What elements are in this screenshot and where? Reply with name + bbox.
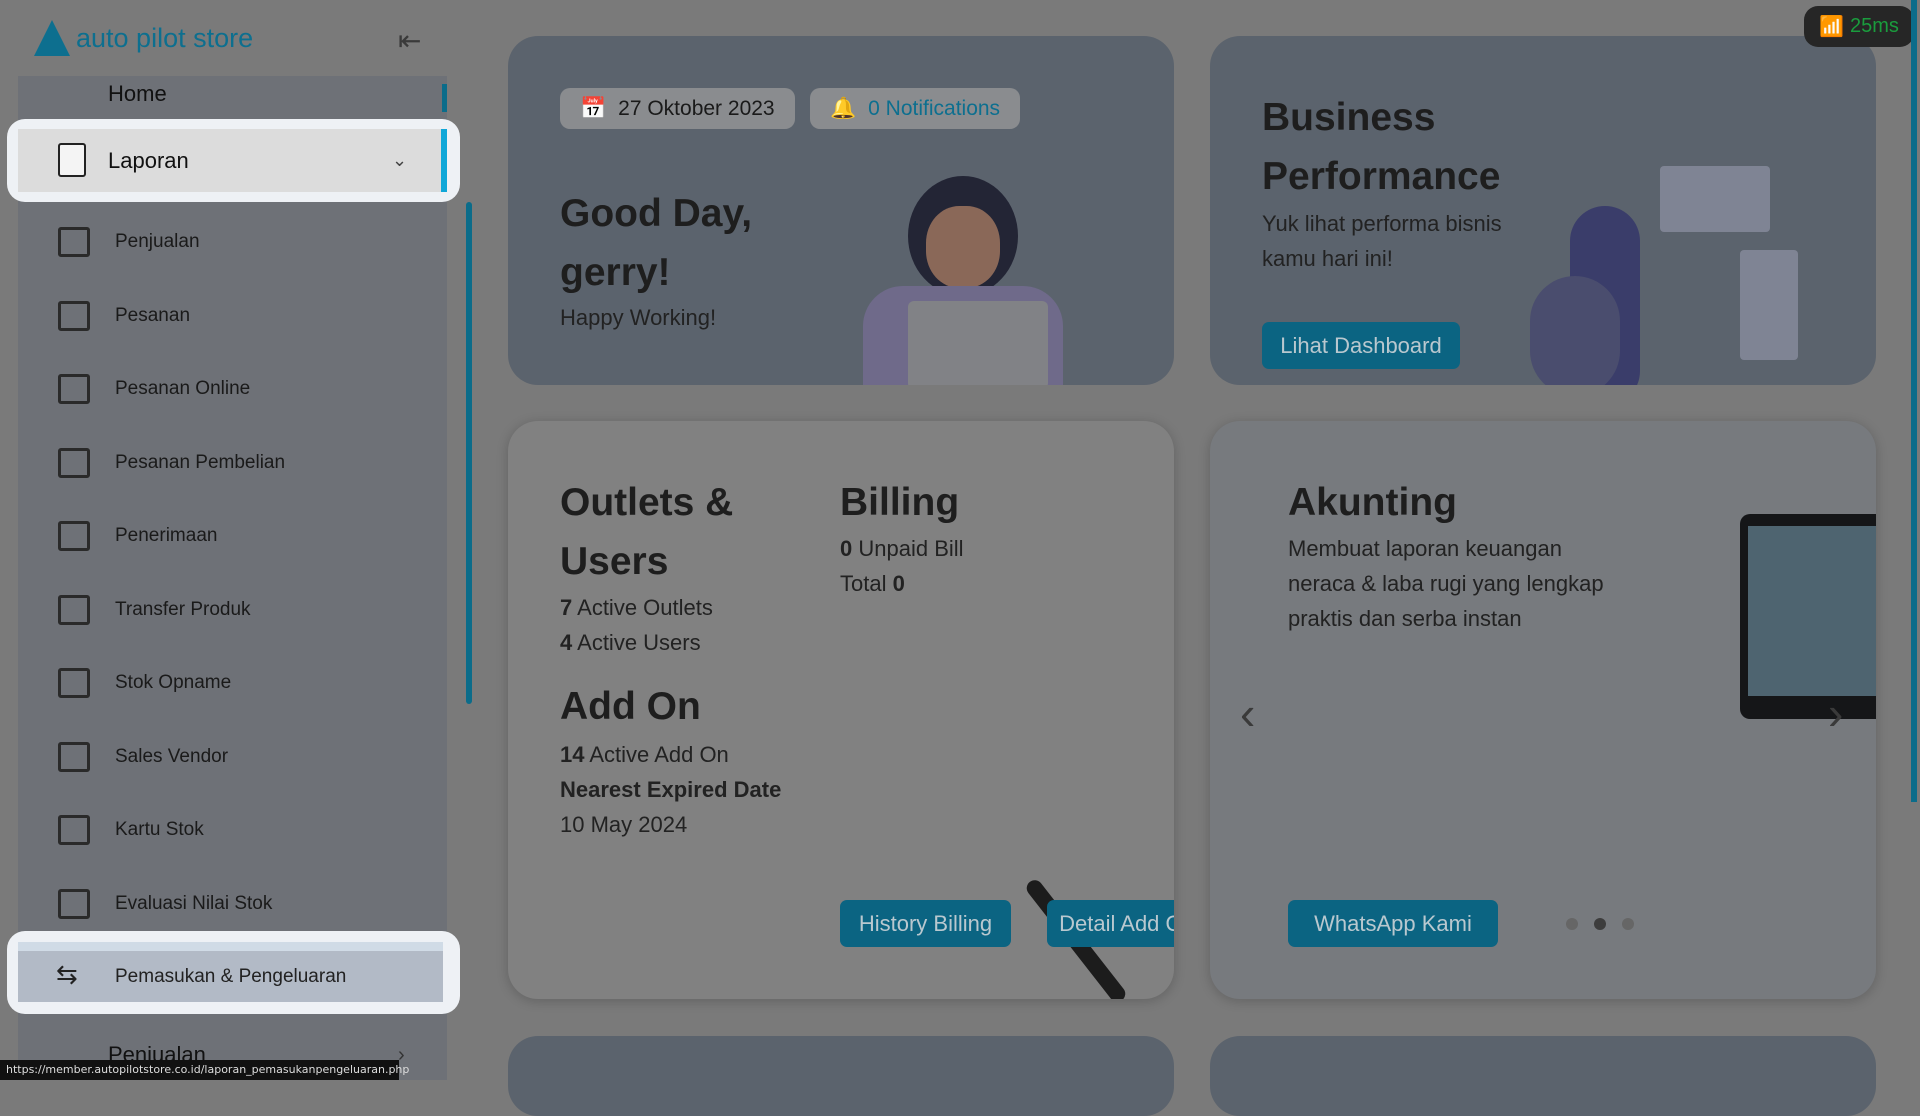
chevron-right-icon: ›: [398, 1043, 405, 1066]
sidebar-item-pemasukan-pengeluaran[interactable]: ⇆ Pemasukan & Pengeluaran: [18, 942, 443, 1002]
sidebar-item-label: Pemasukan & Pengeluaran: [115, 965, 347, 987]
sidebar-subitem[interactable]: Evaluasi Nilai Stok: [18, 882, 447, 926]
sidebar-item-label: Evaluasi Nilai Stok: [115, 893, 273, 914]
active-indicator: [442, 84, 447, 112]
akunting-carousel: Akunting Membuat laporan keuangan neraca …: [1210, 421, 1876, 999]
detail-add-on-button[interactable]: Detail Add On: [1047, 900, 1174, 947]
notifications-text: 0 Notifications: [868, 96, 1001, 120]
menu-item-icon: [58, 742, 90, 772]
akunting-title: Akunting: [1288, 481, 1457, 524]
sidebar-subitem[interactable]: Pesanan: [18, 294, 447, 338]
carousel-indicators: [1566, 918, 1634, 930]
menu-item-icon: [58, 521, 90, 551]
collapse-sidebar-icon[interactable]: ⇤: [398, 25, 422, 56]
business-title: Business Performance: [1262, 96, 1501, 198]
notifications-button[interactable]: 🔔 0 Notifications: [810, 88, 1021, 129]
sidebar-scrollbar[interactable]: [466, 202, 472, 704]
outlets-title: Outlets & Users: [560, 481, 734, 583]
bell-icon: 🔔: [830, 96, 857, 120]
whatsapp-kami-button[interactable]: WhatsApp Kami: [1288, 900, 1498, 947]
chevron-down-icon[interactable]: ⌄: [392, 150, 408, 170]
sidebar-item-home[interactable]: Home: [18, 76, 447, 112]
sidebar-item-label: Kartu Stok: [115, 819, 204, 840]
page-scrollbar[interactable]: [1911, 0, 1917, 802]
outlets-billing-card: Outlets & Users 7 Active Outlets 4 Active…: [508, 421, 1174, 999]
logo-text: auto pilot store: [76, 22, 254, 53]
woman-laptop-illustration: [838, 176, 1088, 385]
sidebar-item-label: Pesanan Online: [115, 378, 251, 399]
menu-item-icon: [58, 448, 90, 478]
billing-stats: 0 Unpaid Bill Total 0: [840, 536, 964, 596]
money-transfer-icon: ⇆: [56, 959, 78, 989]
outlets-stats: 7 Active Outlets 4 Active Users: [560, 595, 713, 655]
sidebar-subitem[interactable]: Stok Opname: [18, 661, 447, 705]
status-url: https://member.autopilotstore.co.id/lapo…: [0, 1060, 409, 1080]
tablet-image: [1740, 514, 1876, 719]
menu-item-icon: [58, 668, 90, 698]
addon-title: Add On: [560, 685, 701, 728]
sidebar-subitem[interactable]: Pesanan Pembelian: [18, 441, 447, 485]
network-latency-badge: 📶 25ms: [1804, 6, 1914, 47]
menu-item-icon: [58, 889, 90, 919]
sidebar-item-label: Laporan: [108, 147, 189, 173]
date-badge: 📅 27 Oktober 2023: [560, 88, 795, 129]
carousel-prev-icon[interactable]: ‹: [1240, 687, 1256, 739]
logo-icon: [34, 20, 70, 56]
sidebar-item-label: Pesanan Pembelian: [115, 452, 286, 473]
menu-item-icon: [58, 815, 90, 845]
business-desc: Yuk lihat performa bisnis kamu hari ini!: [1262, 211, 1502, 271]
menu-item-icon: [58, 227, 90, 257]
carousel-next-icon[interactable]: ›: [1828, 687, 1844, 739]
lihat-dashboard-button[interactable]: Lihat Dashboard: [1262, 322, 1460, 369]
active-indicator: [441, 129, 447, 192]
carousel-dot-2[interactable]: [1594, 918, 1606, 930]
akunting-desc: Membuat laporan keuangan neraca & laba ru…: [1288, 536, 1604, 631]
greeting: Good Day, gerry!: [560, 192, 753, 294]
date-text: 27 Oktober 2023: [618, 96, 775, 120]
logo[interactable]: auto pilot store: [34, 20, 253, 56]
sidebar-subitem[interactable]: Pesanan Online: [18, 367, 447, 411]
menu-item-icon: [58, 374, 90, 404]
report-icon: [58, 143, 86, 177]
billing-title: Billing: [840, 481, 960, 524]
sidebar-subitem[interactable]: Sales Vendor: [18, 735, 447, 779]
card-bottom-right: [1210, 1036, 1876, 1116]
sidebar-item-label: Pesanan: [115, 305, 191, 326]
sidebar-item-label: Penjualan: [115, 231, 200, 252]
sidebar-item-label: Penerimaan: [115, 525, 218, 546]
sidebar-subitem[interactable]: Kartu Stok: [18, 808, 447, 852]
analytics-illustration: [1530, 166, 1830, 385]
menu-item-icon: [58, 301, 90, 331]
history-billing-button[interactable]: History Billing: [840, 900, 1011, 947]
calendar-icon: 📅: [580, 96, 607, 120]
greeting-subtitle: Happy Working!: [560, 305, 717, 330]
carousel-dot-3[interactable]: [1622, 918, 1634, 930]
sidebar-subitem[interactable]: Penjualan: [18, 220, 447, 264]
sidebar-subitem[interactable]: Transfer Produk: [18, 588, 447, 632]
menu-item-icon: [58, 595, 90, 625]
sidebar-item-label: Home: [108, 81, 167, 106]
addon-stats: 14 Active Add On Nearest Expired Date 10…: [560, 742, 782, 837]
business-performance-card: Business Performance Yuk lihat performa b…: [1210, 36, 1876, 385]
sidebar-item-label: Sales Vendor: [115, 746, 229, 767]
sidebar-item-label: Transfer Produk: [115, 599, 251, 620]
welcome-card: 📅 27 Oktober 2023 🔔 0 Notifications Good D…: [508, 36, 1174, 385]
latency-text: 25ms: [1850, 15, 1899, 37]
card-bottom-left: [508, 1036, 1174, 1116]
wifi-icon: 📶: [1819, 16, 1844, 38]
sidebar-item-laporan[interactable]: Laporan: [18, 129, 443, 192]
sidebar-item-label: Stok Opname: [115, 672, 232, 693]
carousel-dot-1[interactable]: [1566, 918, 1578, 930]
sidebar-subitem[interactable]: Penerimaan: [18, 514, 447, 558]
